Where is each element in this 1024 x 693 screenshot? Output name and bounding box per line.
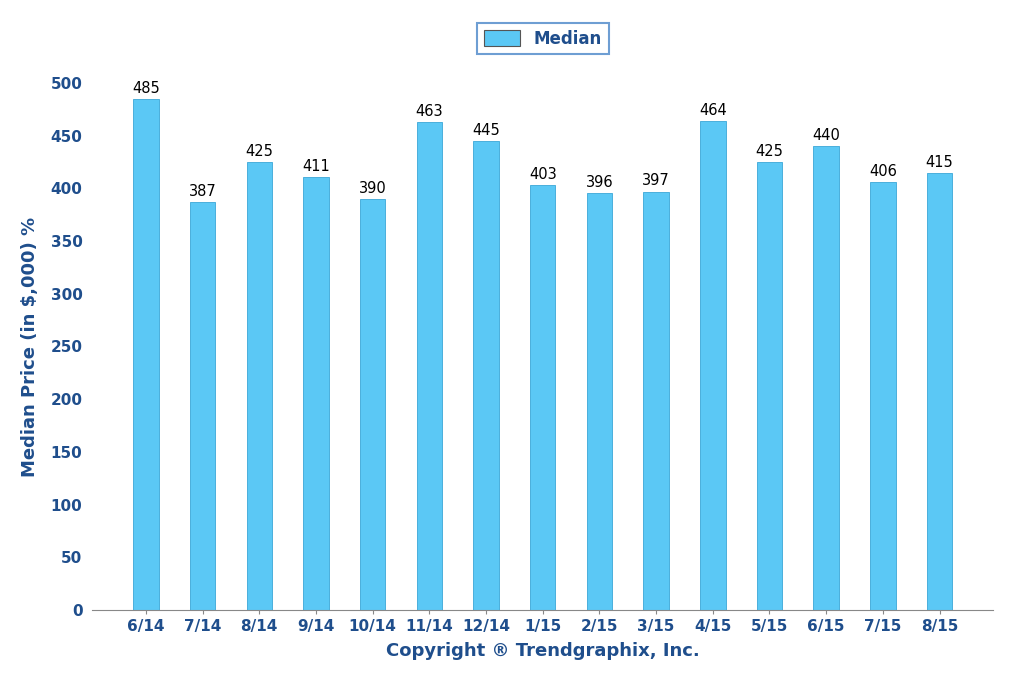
Bar xyxy=(813,146,839,610)
Bar xyxy=(133,99,159,610)
Text: 403: 403 xyxy=(528,167,557,182)
Text: 425: 425 xyxy=(246,144,273,159)
Bar xyxy=(757,162,782,610)
Text: 397: 397 xyxy=(642,173,670,188)
Legend: Median: Median xyxy=(477,23,608,54)
Bar xyxy=(700,121,726,610)
Text: 440: 440 xyxy=(812,128,840,143)
Bar xyxy=(189,202,215,610)
Text: 387: 387 xyxy=(188,184,216,199)
Bar xyxy=(359,199,385,610)
Text: 390: 390 xyxy=(358,181,386,196)
Text: 464: 464 xyxy=(699,103,727,118)
Bar xyxy=(643,192,669,610)
Bar xyxy=(587,193,612,610)
Text: 406: 406 xyxy=(869,164,897,179)
Text: 463: 463 xyxy=(416,104,443,119)
Text: 415: 415 xyxy=(926,155,953,170)
Bar xyxy=(530,185,555,610)
Text: 485: 485 xyxy=(132,81,160,96)
Text: 411: 411 xyxy=(302,159,330,174)
Text: 396: 396 xyxy=(586,175,613,190)
X-axis label: Copyright ® Trendgraphix, Inc.: Copyright ® Trendgraphix, Inc. xyxy=(386,642,699,660)
Bar xyxy=(303,177,329,610)
Bar xyxy=(417,122,442,610)
Bar xyxy=(247,162,272,610)
Bar xyxy=(870,182,896,610)
Text: 425: 425 xyxy=(756,144,783,159)
Bar xyxy=(927,173,952,610)
Text: 445: 445 xyxy=(472,123,500,138)
Bar xyxy=(473,141,499,610)
Y-axis label: Median Price (in $,000) %: Median Price (in $,000) % xyxy=(22,216,39,477)
